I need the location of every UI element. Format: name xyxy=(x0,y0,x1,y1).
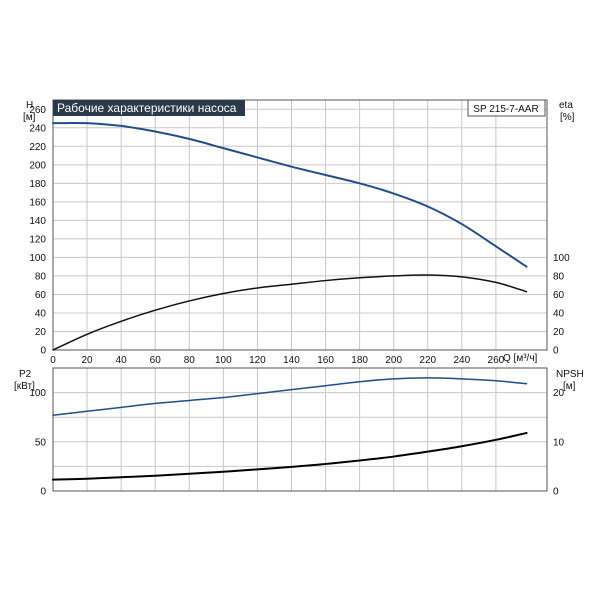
lower-plot-frame xyxy=(52,367,548,492)
series-line-1-1 xyxy=(52,431,528,481)
title-box xyxy=(53,100,245,116)
x-tick-label: 120 xyxy=(249,355,266,366)
x-tick-label: 160 xyxy=(317,355,334,366)
y-left-axis-label: H xyxy=(26,100,33,111)
x-tick-label: 260 xyxy=(488,355,505,366)
lower-tick-labels: 0 50 100 0 10 20 xyxy=(29,388,564,497)
y-left-tick-label: 60 xyxy=(35,290,47,301)
y-left-tick-label: 160 xyxy=(29,197,46,208)
x-tick-label: 100 xyxy=(215,355,232,366)
p2-axis-label: P2 xyxy=(19,369,32,380)
x-axis-label: Q [м³/ч] xyxy=(503,353,538,364)
y-right-tick-label: 100 xyxy=(553,253,570,264)
y-left-tick-label: 40 xyxy=(35,308,47,319)
p2-axis-unit: [кВт] xyxy=(14,381,35,392)
y-left-tick-label: 180 xyxy=(29,179,46,190)
y-left-tick-label: 140 xyxy=(29,216,46,227)
series-line-1-0 xyxy=(52,377,528,416)
y-right-tick-label: 60 xyxy=(553,290,565,301)
x-tick-label: 80 xyxy=(184,355,196,366)
x-tick-label: 200 xyxy=(385,355,402,366)
y-left-axis-unit: [м] xyxy=(23,112,36,123)
y-left-tick-label: 240 xyxy=(29,123,46,134)
y-left-tick-label: 80 xyxy=(35,271,47,282)
upper-tick-labels: 0 20 40 60 80 100 120 140 160 180 200 220 240 2600204… xyxy=(29,105,570,366)
x-tick-label: 220 xyxy=(419,355,436,366)
series-line-0-1 xyxy=(52,274,528,351)
y-right-tick-label: 80 xyxy=(553,271,565,282)
y-right-tick-label: 10 xyxy=(553,437,565,448)
upper-series-group xyxy=(52,121,528,351)
y-right-tick-label: 20 xyxy=(553,388,565,399)
y-left-tick-label: 50 xyxy=(35,437,47,448)
y-left-tick-label: 200 xyxy=(29,160,46,171)
lower-series-group xyxy=(52,377,528,481)
y-left-tick-label: 0 xyxy=(40,346,46,357)
x-tick-label: 140 xyxy=(283,355,300,366)
x-tick-label: 60 xyxy=(150,355,162,366)
x-tick-label: 40 xyxy=(116,355,128,366)
chart-title: Рабочие характеристики насоса xyxy=(57,101,237,115)
x-tick-label: 20 xyxy=(82,355,94,366)
upper-plot-frame xyxy=(52,99,548,351)
x-tick-label: 240 xyxy=(453,355,470,366)
y-left-tick-label: 100 xyxy=(29,253,46,264)
upper-chart-panel: 0 20 40 60 80 100 120 140 160 180 200 220 240 2600204… xyxy=(23,99,575,366)
y-left-tick-label: 0 xyxy=(40,487,46,498)
model-label-box xyxy=(467,99,546,117)
series-line-0-0 xyxy=(52,121,528,268)
y-left-tick-label: 120 xyxy=(29,234,46,245)
npsh-axis-label: NPSH xyxy=(556,369,584,380)
x-tick-label: 180 xyxy=(351,355,368,366)
y-left-tick-label: 220 xyxy=(29,142,46,153)
lower-chart-panel: 0 50 100 0 10 20 P2 [кВт] NPSH [м] xyxy=(14,367,584,498)
y-right-tick-label: 0 xyxy=(553,346,559,357)
y-right-axis-label: eta xyxy=(559,100,573,111)
y-right-tick-label: 40 xyxy=(553,308,565,319)
y-right-tick-label: 20 xyxy=(553,327,565,338)
y-right-tick-label: 0 xyxy=(553,487,559,498)
y-left-tick-label: 260 xyxy=(29,105,46,116)
y-left-tick-label: 20 xyxy=(35,327,47,338)
y-right-axis-unit: [%] xyxy=(560,112,575,123)
npsh-axis-unit: [м] xyxy=(563,381,576,392)
model-label: SP 215-7-AAR xyxy=(473,104,538,115)
x-tick-label: 0 xyxy=(50,355,56,366)
y-left-tick-label: 100 xyxy=(29,388,46,399)
